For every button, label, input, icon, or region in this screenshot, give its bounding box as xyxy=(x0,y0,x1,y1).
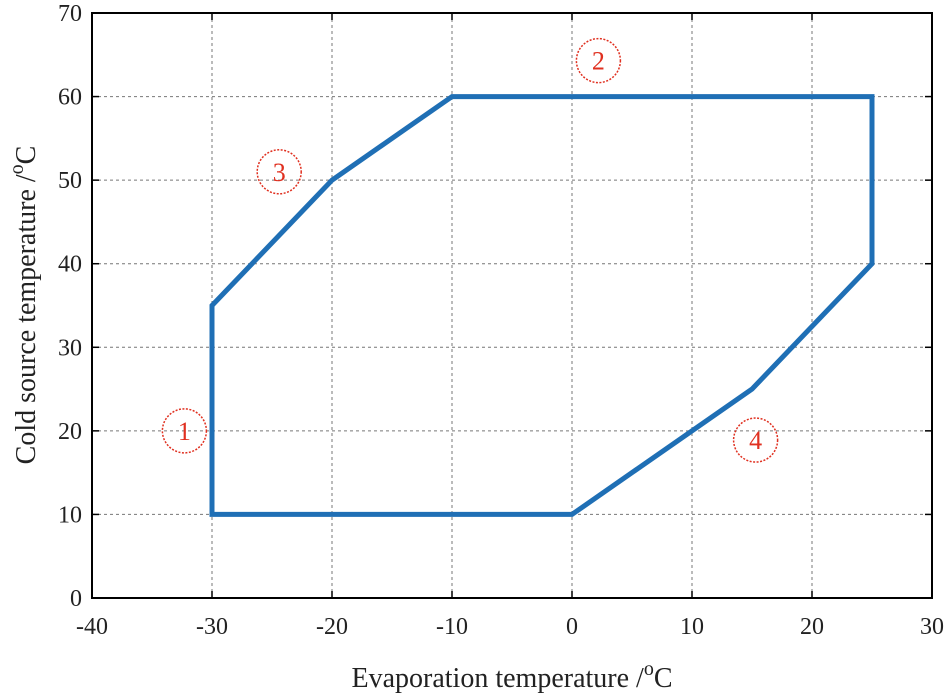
region-marker-circle xyxy=(161,408,208,454)
y-tick-label: 70 xyxy=(58,1,82,27)
x-tick-label: -30 xyxy=(196,614,228,640)
x-tick-label: 20 xyxy=(800,614,824,640)
y-tick-label: 40 xyxy=(58,252,82,278)
x-tick-label: -10 xyxy=(436,614,468,640)
x-tick-label: -20 xyxy=(316,614,348,640)
y-tick-label: 20 xyxy=(58,419,82,445)
grid-lines xyxy=(92,13,932,598)
y-axis-title-text: Cold source temperature / xyxy=(11,174,42,464)
x-tick-label: 30 xyxy=(920,614,944,640)
y-axis-title: Cold source temperature /oC xyxy=(6,146,42,465)
y-tick-label: 30 xyxy=(58,335,82,361)
region-marker-circle xyxy=(256,149,302,195)
region-marker-circle xyxy=(575,37,622,84)
plot-frame xyxy=(91,12,933,599)
region-marker-label: 3 xyxy=(273,158,286,187)
annotations: 1 2 3 4 xyxy=(161,37,779,463)
y-tick-label: 0 xyxy=(70,586,82,612)
x-axis-title-superscript: o xyxy=(644,658,654,680)
x-tick-label: 10 xyxy=(680,614,704,640)
region-marker-label: 1 xyxy=(178,417,191,446)
region-marker-circle xyxy=(732,417,779,463)
region-marker-label: 4 xyxy=(749,426,762,455)
envelope-boundary-line xyxy=(209,94,875,517)
x-axis-title-text: Evaporation temperature / xyxy=(351,663,644,694)
region-marker-label: 2 xyxy=(592,47,605,76)
region-marker-3: 3 xyxy=(256,149,302,195)
y-tick-label: 50 xyxy=(58,168,82,194)
data-series xyxy=(209,94,875,517)
y-tick-label: 10 xyxy=(58,502,82,528)
x-axis-title-unit: C xyxy=(654,663,673,694)
y-tick-label: 60 xyxy=(58,85,82,111)
x-tick-label: -40 xyxy=(76,614,108,640)
region-marker-1: 1 xyxy=(161,408,208,454)
y-axis-title-superscript: o xyxy=(6,164,28,174)
region-marker-4: 4 xyxy=(732,417,779,463)
axis-ticks: -40 -30 -20 -10 0 10 20 30 0 10 20 30 40 50 60 70 xyxy=(58,1,944,640)
x-axis-title: Evaporation temperature /oC xyxy=(351,658,672,694)
y-axis-title-unit: C xyxy=(11,146,42,165)
x-tick-label: 0 xyxy=(566,614,578,640)
region-marker-2: 2 xyxy=(575,37,622,84)
